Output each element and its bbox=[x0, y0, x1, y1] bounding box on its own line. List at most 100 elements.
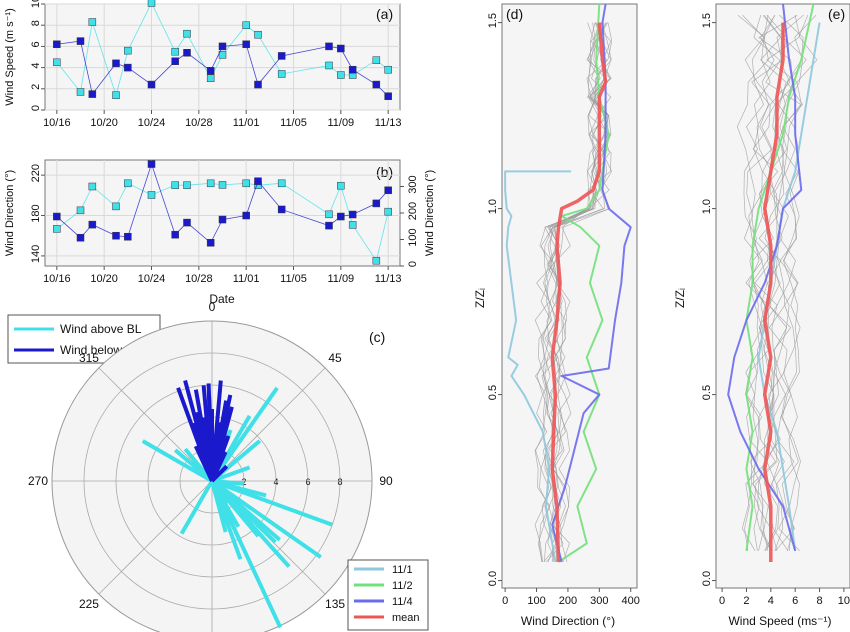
vector-below bbox=[206, 383, 214, 482]
profile-d1101 bbox=[504, 170, 572, 563]
member-profile bbox=[763, 14, 802, 551]
point-below bbox=[147, 160, 156, 168]
member-profile bbox=[751, 15, 791, 551]
vector-above bbox=[210, 480, 228, 533]
x-tick-label: 8 bbox=[816, 595, 822, 607]
point-above bbox=[124, 46, 132, 55]
point-above bbox=[242, 179, 250, 188]
member-profile bbox=[778, 15, 818, 552]
panel-a-wind-speed: (a) Wind Speed (m s⁻¹) 10/16 10/20 10/24 10… bbox=[4, 0, 402, 129]
x-tick-label: 11/09 bbox=[327, 117, 354, 129]
x-tick-label: 10/16 bbox=[43, 273, 71, 285]
polar-angle-label: 0 bbox=[209, 300, 216, 314]
polar-r-label: 8 bbox=[337, 477, 342, 487]
point-below bbox=[183, 218, 191, 227]
point-below bbox=[242, 40, 250, 49]
x-tick-label: 4 bbox=[768, 595, 774, 607]
x-tick-label: 11/13 bbox=[375, 273, 402, 285]
panel-c-label: (c) bbox=[369, 329, 385, 345]
vector-above bbox=[210, 480, 241, 528]
point-above bbox=[112, 202, 120, 211]
point-below bbox=[88, 220, 97, 229]
y-tick-label: 180 bbox=[30, 204, 42, 222]
x-tick-label: 10/20 bbox=[90, 117, 118, 129]
member-profile bbox=[736, 15, 775, 551]
point-above bbox=[53, 58, 61, 67]
point-above bbox=[277, 70, 286, 78]
panel-d-label: (d) bbox=[506, 6, 523, 22]
polar-angle-label: 135 bbox=[325, 597, 345, 611]
y-tick-label: 10 bbox=[30, 0, 42, 8]
x-tick-label: 0 bbox=[719, 595, 725, 607]
series-line-above bbox=[56, 182, 389, 262]
polar-angle-label: 315 bbox=[79, 351, 99, 365]
point-above bbox=[337, 71, 345, 79]
point-below bbox=[112, 231, 120, 240]
point-below bbox=[337, 212, 345, 221]
point-below bbox=[218, 215, 227, 224]
polar-angle-label: 45 bbox=[328, 351, 342, 365]
member-profile bbox=[534, 22, 610, 563]
point-above bbox=[147, 0, 156, 7]
y-tick-label: 2 bbox=[30, 84, 42, 90]
panel-b-frame bbox=[44, 159, 401, 267]
point-above bbox=[242, 21, 250, 29]
point-above bbox=[88, 182, 97, 191]
y-tick-label: 0.5 bbox=[487, 385, 499, 400]
panel-c-polar-plot: (c) Wind above BL Wind below BL 24680459… bbox=[7, 300, 393, 632]
vector-above bbox=[210, 479, 291, 568]
x-tick-label: 11/01 bbox=[233, 117, 260, 129]
point-below bbox=[218, 42, 227, 51]
point-above bbox=[372, 56, 381, 64]
panel-e-frame bbox=[715, 3, 850, 589]
point-above bbox=[325, 61, 333, 70]
point-above bbox=[88, 18, 97, 26]
profile-d1104 bbox=[727, 3, 803, 552]
profile-mean bbox=[762, 22, 785, 562]
point-below bbox=[88, 90, 97, 98]
y-tick-label: 8 bbox=[30, 20, 42, 26]
y-tick-label: 0.5 bbox=[701, 385, 713, 400]
profile-mean bbox=[550, 22, 608, 563]
x-tick-label: 11/01 bbox=[233, 273, 260, 285]
panel-e-speed-profile: (e) Z/Zᵢ Wind Speed (ms⁻¹) 0 2 4 6 8 10 0.0 0.5… bbox=[673, 3, 850, 628]
polar-angle-label: 90 bbox=[379, 474, 393, 488]
y-tick-label: 0.0 bbox=[701, 571, 713, 586]
y2-tick-label: 100 bbox=[407, 228, 419, 246]
point-below bbox=[325, 42, 333, 51]
legend-label-d1101: 11/1 bbox=[392, 564, 413, 576]
y-tick-label: 0 bbox=[30, 105, 42, 111]
x-tick-label: 10/16 bbox=[43, 117, 71, 129]
point-above bbox=[112, 91, 120, 99]
vector-below bbox=[191, 422, 214, 482]
point-above bbox=[337, 181, 345, 190]
point-above bbox=[218, 181, 227, 189]
panel-d-direction-profile: (d) Z/Zᵢ Wind Direction (°) 0 100 200 300 40… bbox=[473, 3, 640, 628]
panel-b-label: (b) bbox=[376, 164, 393, 180]
point-below bbox=[348, 210, 357, 219]
x-tick-label: 10/24 bbox=[138, 117, 166, 129]
profile-d1102 bbox=[557, 3, 610, 563]
point-below bbox=[254, 80, 262, 89]
point-below bbox=[372, 199, 381, 208]
point-above bbox=[183, 181, 191, 189]
panel-d-ylabel: Z/Zᵢ bbox=[473, 288, 487, 308]
point-below bbox=[76, 233, 85, 242]
x-tick-label: 2 bbox=[743, 595, 749, 607]
y2-tick-label: 0 bbox=[407, 261, 419, 267]
point-above bbox=[254, 30, 262, 39]
point-below bbox=[325, 221, 333, 230]
point-above bbox=[183, 29, 191, 38]
polar-r-label: 4 bbox=[273, 477, 278, 487]
x-tick-label: 10/24 bbox=[138, 273, 166, 285]
x-tick-label: 10/28 bbox=[185, 117, 213, 129]
point-above bbox=[218, 51, 227, 59]
polar-spoke bbox=[98, 367, 213, 482]
point-below bbox=[372, 80, 381, 89]
point-above bbox=[171, 181, 179, 189]
point-above bbox=[206, 179, 215, 188]
member-profile bbox=[552, 22, 611, 563]
point-above bbox=[171, 47, 179, 56]
point-below bbox=[384, 92, 392, 100]
point-below bbox=[171, 230, 179, 239]
